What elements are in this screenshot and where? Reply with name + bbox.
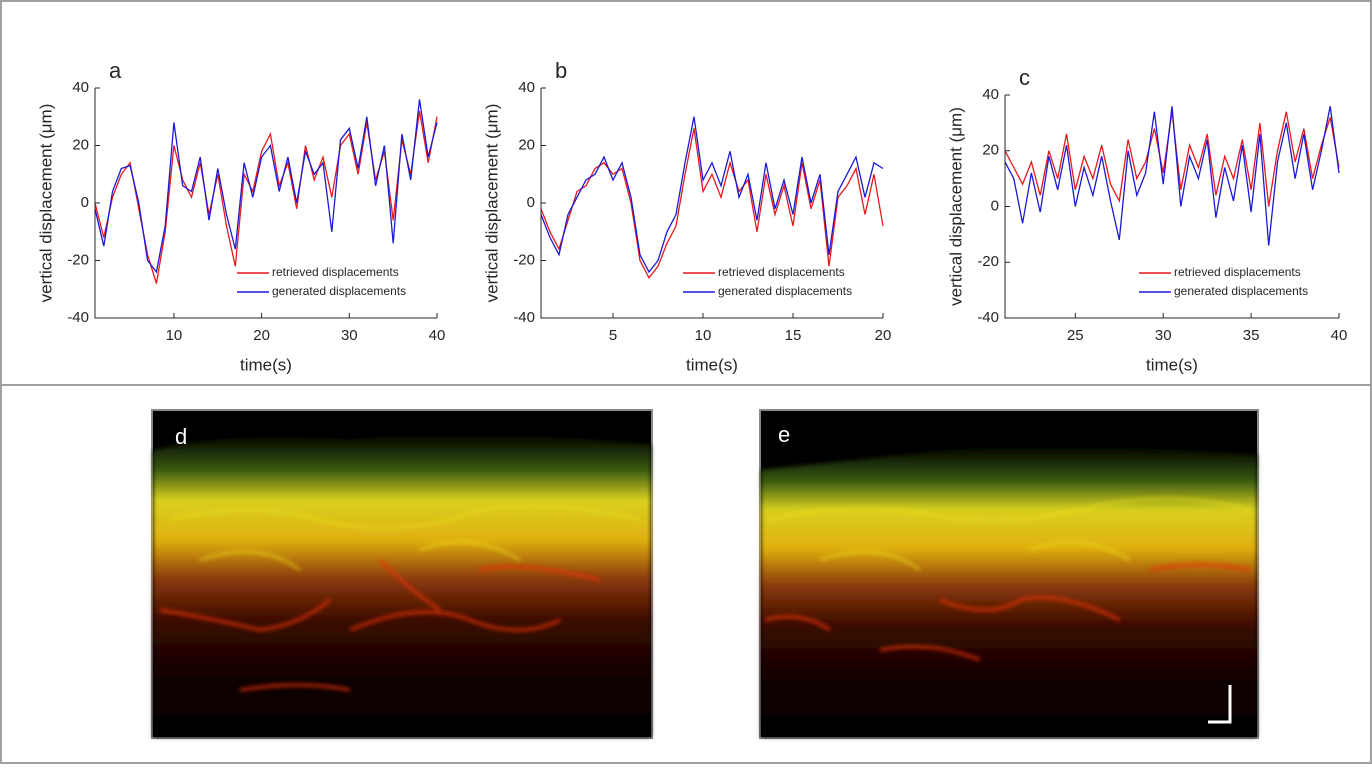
panel-label: b	[555, 58, 567, 83]
x-tick-label: 10	[166, 327, 183, 344]
legend-label: retrieved displacements	[718, 265, 845, 279]
y-tick-label: -40	[513, 309, 535, 326]
panel-label: a	[109, 58, 122, 83]
x-axis-label: time(s)	[1146, 355, 1198, 374]
y-tick-label: 40	[518, 79, 535, 96]
y-tick-label: 40	[72, 79, 89, 96]
x-tick-label: 15	[785, 327, 802, 344]
y-tick-label: 20	[518, 136, 535, 153]
data-line	[540, 128, 884, 279]
axes	[540, 88, 883, 319]
legend-label: retrieved displacements	[272, 265, 399, 279]
y-tick-label: 40	[982, 86, 999, 103]
x-tick-label: 10	[695, 327, 712, 344]
y-tick-label: 0	[527, 194, 535, 211]
legend-label: generated displacements	[1174, 284, 1308, 298]
y-tick-label: -40	[67, 309, 89, 326]
axes	[1004, 95, 1339, 319]
y-tick-label: -20	[513, 251, 535, 268]
data-line	[1004, 106, 1340, 246]
panel-label: e	[778, 422, 790, 447]
y-axis-label: vertical displacement (μm)	[36, 104, 55, 303]
x-tick-label: 30	[341, 327, 358, 344]
legend-label: generated displacements	[718, 284, 852, 298]
x-tick-label: 40	[1331, 327, 1348, 344]
legend-label: generated displacements	[272, 284, 406, 298]
image-d: d	[151, 409, 653, 739]
axes	[94, 88, 437, 319]
x-tick-label: 20	[875, 327, 892, 344]
x-tick-label: 30	[1155, 327, 1172, 344]
y-tick-label: 20	[72, 136, 89, 153]
panel-label: c	[1019, 65, 1030, 90]
image-e: e	[759, 409, 1259, 739]
y-tick-label: -20	[67, 251, 89, 268]
y-axis-label: vertical displacement (μm)	[482, 104, 501, 303]
y-tick-label: -20	[977, 253, 999, 270]
panel-label: d	[175, 424, 187, 449]
x-tick-label: 20	[253, 327, 270, 344]
x-axis-label: time(s)	[240, 355, 292, 374]
y-axis-label: vertical displacement (μm)	[946, 107, 965, 306]
y-tick-label: -40	[977, 309, 999, 326]
y-tick-label: 0	[81, 194, 89, 211]
x-axis-label: time(s)	[686, 355, 738, 374]
x-tick-label: 5	[609, 327, 617, 344]
x-tick-label: 25	[1067, 327, 1084, 344]
x-tick-label: 40	[429, 327, 446, 344]
y-tick-label: 0	[991, 197, 999, 214]
x-tick-label: 35	[1243, 327, 1260, 344]
legend-label: retrieved displacements	[1174, 265, 1301, 279]
data-line	[94, 99, 438, 274]
y-tick-label: 20	[982, 142, 999, 159]
data-line	[540, 116, 884, 274]
scale-bar	[1208, 685, 1232, 724]
